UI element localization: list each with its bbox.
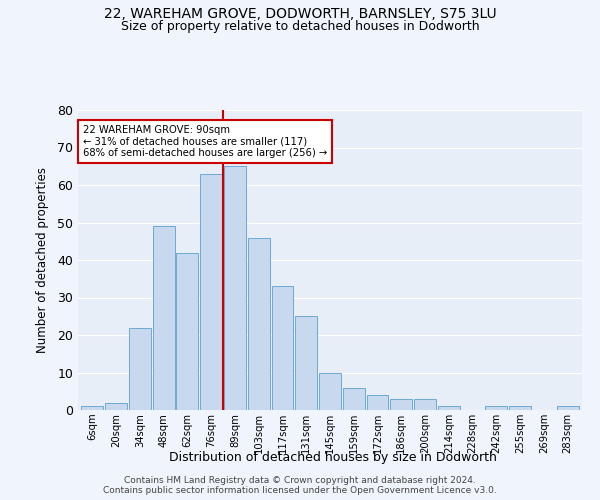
Bar [295,316,317,410]
Text: Size of property relative to detached houses in Dodworth: Size of property relative to detached ho… [121,20,479,33]
Bar [343,388,365,410]
Bar [152,226,175,410]
Bar [129,328,151,410]
Text: 22 WAREHAM GROVE: 90sqm
← 31% of detached houses are smaller (117)
68% of semi-d: 22 WAREHAM GROVE: 90sqm ← 31% of detache… [83,125,327,158]
Bar [557,406,578,410]
Bar [176,252,198,410]
Bar [319,372,341,410]
Bar [391,399,412,410]
Bar [82,406,103,410]
Bar [272,286,293,410]
Bar [485,406,508,410]
Bar [224,166,246,410]
Bar [414,399,436,410]
Text: Distribution of detached houses by size in Dodworth: Distribution of detached houses by size … [169,451,497,464]
Text: Contains HM Land Registry data © Crown copyright and database right 2024.: Contains HM Land Registry data © Crown c… [124,476,476,485]
Bar [248,238,269,410]
Text: 22, WAREHAM GROVE, DODWORTH, BARNSLEY, S75 3LU: 22, WAREHAM GROVE, DODWORTH, BARNSLEY, S… [104,8,496,22]
Y-axis label: Number of detached properties: Number of detached properties [36,167,49,353]
Bar [438,406,460,410]
Bar [367,395,388,410]
Text: Contains public sector information licensed under the Open Government Licence v3: Contains public sector information licen… [103,486,497,495]
Bar [200,174,222,410]
Bar [509,406,531,410]
Bar [105,402,127,410]
